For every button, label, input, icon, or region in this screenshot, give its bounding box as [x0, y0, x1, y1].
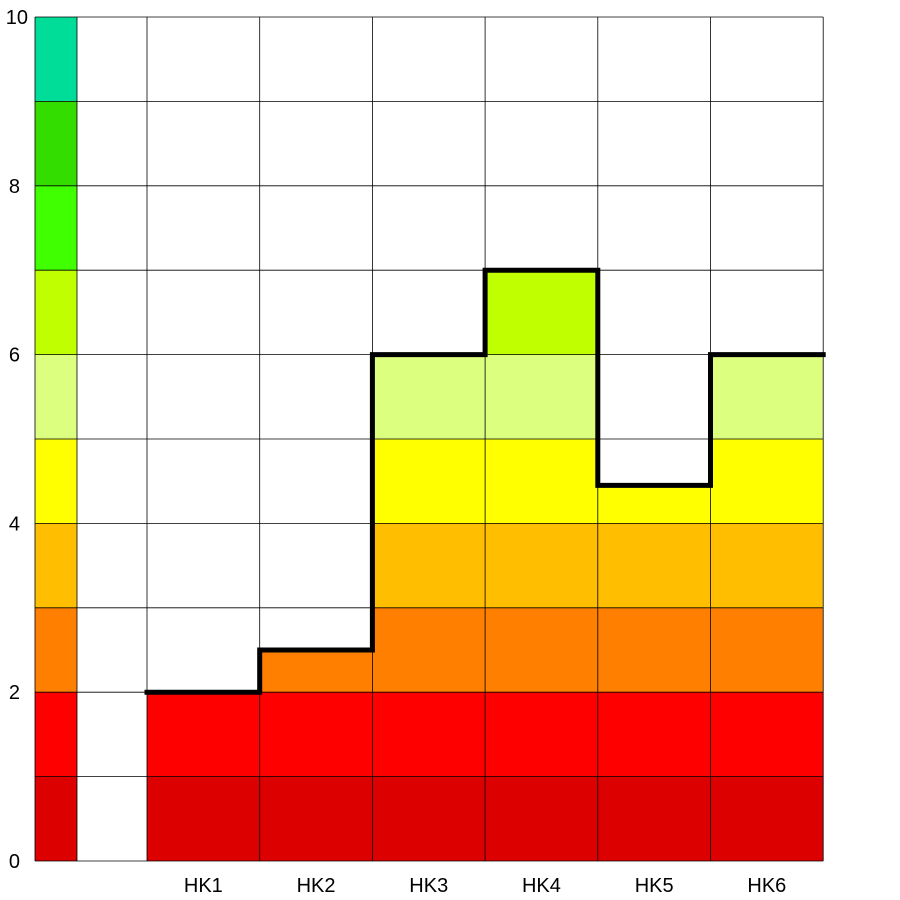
bar-segment	[147, 692, 260, 777]
y-tick-label: 6	[9, 345, 20, 367]
x-category-label: HK3	[409, 875, 448, 897]
bar-segment	[372, 439, 486, 524]
bar-segment	[710, 523, 824, 608]
bar-segment	[259, 776, 373, 861]
bar-segment	[372, 776, 486, 861]
y-tick-label: 4	[9, 513, 20, 535]
scale-band-6	[35, 270, 77, 355]
x-axis-category-labels: HK1 HK2 HK3 HK4 HK5 HK6	[184, 875, 786, 897]
bar-segment	[485, 354, 598, 439]
bar-segment	[372, 692, 486, 777]
bar-segment	[597, 523, 711, 608]
scale-band-1	[35, 692, 77, 777]
bar-segment	[710, 776, 824, 861]
scale-band-5	[35, 354, 77, 439]
bar-segment	[372, 523, 486, 608]
y-tick-label: 10	[6, 7, 28, 29]
bar-segment	[710, 692, 824, 777]
bar-HK1	[147, 692, 260, 861]
x-category-label: HK5	[635, 875, 674, 897]
bars	[147, 270, 824, 861]
bar-HK4	[485, 270, 598, 861]
bar-HK6	[710, 354, 824, 861]
bar-segment	[485, 439, 598, 524]
bar-segment	[597, 692, 711, 777]
bar-segment	[597, 607, 711, 693]
scale-band-3	[35, 523, 77, 608]
value-outline	[144, 267, 826, 695]
scale-band-2	[35, 607, 77, 693]
bar-segment	[485, 270, 598, 355]
x-category-label: HK2	[297, 875, 336, 897]
y-axis-tick-labels: 0 2 4 6 8 10	[6, 7, 28, 873]
y-tick-label: 0	[9, 851, 20, 873]
bar-segment	[485, 776, 598, 861]
scale-band-4	[35, 439, 77, 524]
bar-segment	[597, 485, 711, 524]
y-tick-label: 2	[9, 682, 20, 704]
bar-HK3	[372, 354, 486, 861]
x-category-label: HK6	[747, 875, 786, 897]
scale-band-9	[35, 17, 77, 102]
y-tick-label: 8	[9, 176, 20, 198]
bar-segment	[372, 354, 486, 439]
bar-segment	[485, 692, 598, 777]
x-category-label: HK4	[522, 875, 561, 897]
bar-segment	[485, 607, 598, 693]
bar-segment	[259, 692, 373, 777]
bar-segment	[485, 523, 598, 608]
bar-segment	[597, 776, 711, 861]
scale-band-8	[35, 101, 77, 186]
scale-band-0	[35, 776, 77, 861]
value-step-line	[144, 267, 826, 695]
bar-HK2	[259, 650, 373, 861]
bar-segment	[710, 439, 824, 524]
bar-segment	[710, 354, 824, 439]
bar-segment	[147, 776, 260, 861]
bar-segment	[372, 607, 486, 693]
color-scale-bar	[35, 17, 77, 861]
bar-segment	[710, 607, 824, 693]
bar-segment	[259, 650, 373, 693]
bar-HK5	[597, 485, 711, 861]
x-category-label: HK1	[184, 875, 223, 897]
scale-band-7	[35, 185, 77, 271]
